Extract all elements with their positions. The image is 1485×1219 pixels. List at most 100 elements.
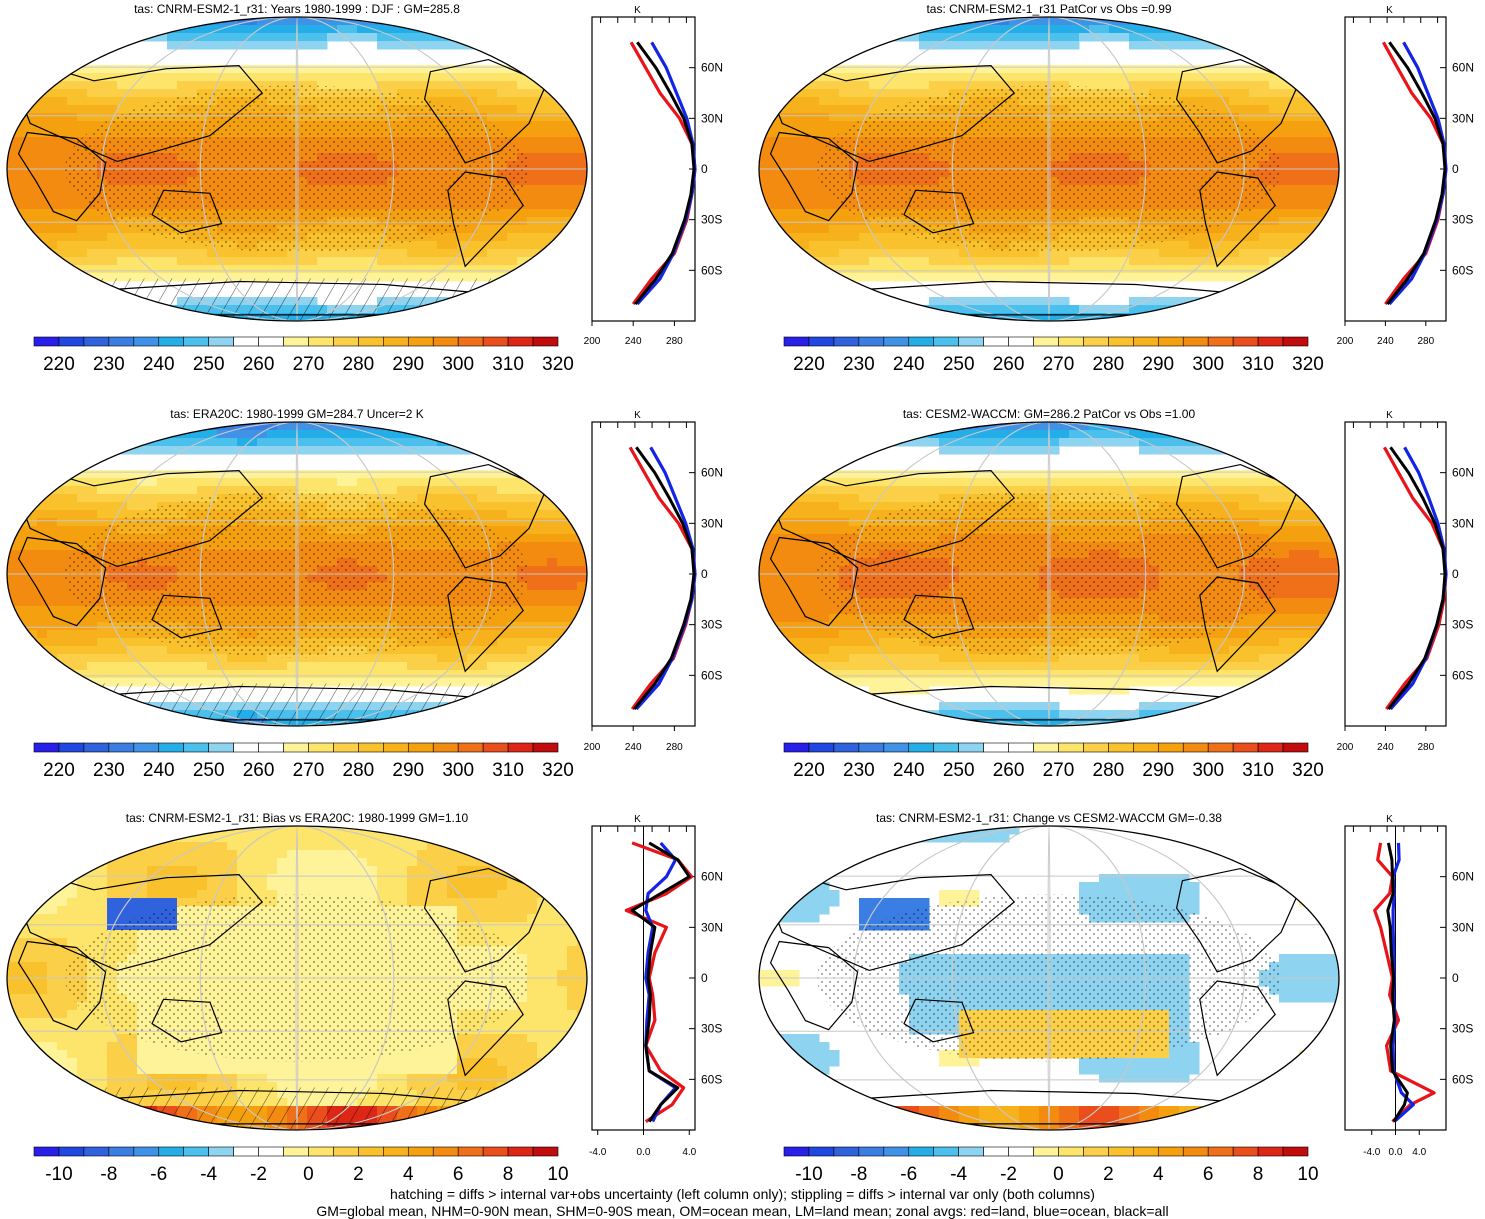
map-cell xyxy=(77,630,88,639)
map-cell xyxy=(37,161,48,170)
map-cell xyxy=(277,41,288,50)
map-cell xyxy=(537,121,548,130)
map-cell xyxy=(557,574,568,583)
map-cell xyxy=(207,438,218,447)
map-cell xyxy=(197,662,208,671)
map-cell xyxy=(829,97,840,106)
map-cell xyxy=(417,470,428,479)
map-cell xyxy=(557,161,568,170)
map-cell xyxy=(527,654,538,663)
colorbar-swatch xyxy=(408,337,433,346)
map-cell xyxy=(527,614,538,623)
map-cell xyxy=(567,598,578,607)
map-cell xyxy=(809,113,820,122)
map-cell xyxy=(107,502,118,511)
map-cell xyxy=(839,113,850,122)
map-cell xyxy=(87,217,98,226)
map-cell xyxy=(57,241,68,250)
map-cell xyxy=(507,81,518,90)
map-cell xyxy=(1269,81,1280,90)
x-tick-label: 200 xyxy=(584,336,601,347)
map-cell xyxy=(779,161,790,170)
map-cell xyxy=(1069,73,1080,82)
map-cell xyxy=(1189,265,1200,274)
map-cell xyxy=(1229,225,1240,234)
map-cell xyxy=(97,646,108,655)
lat-label: 0 xyxy=(1452,162,1459,176)
map-cell xyxy=(77,121,88,130)
map-cell xyxy=(1169,297,1180,306)
colorbar-swatch xyxy=(209,337,234,346)
map-cell xyxy=(47,193,58,202)
map-cell xyxy=(67,654,78,663)
map-cell xyxy=(507,486,518,495)
map-cell xyxy=(67,121,78,130)
colorbar-swatch xyxy=(184,337,209,346)
map-cell xyxy=(147,257,158,266)
map-cell xyxy=(979,297,990,306)
map-cell xyxy=(537,129,548,138)
map-cell xyxy=(47,590,58,599)
map-cell xyxy=(137,646,148,655)
map-cell xyxy=(909,273,920,282)
map-cell xyxy=(457,73,468,82)
map-cell xyxy=(387,478,398,487)
map-cell xyxy=(477,638,488,647)
map-cell xyxy=(799,233,810,242)
map-cell xyxy=(437,670,448,679)
map-cell xyxy=(387,446,398,455)
map-cell xyxy=(267,670,278,679)
map-cell xyxy=(277,430,288,439)
map-cell xyxy=(57,622,68,631)
map-cell xyxy=(297,257,308,266)
map-cell xyxy=(317,257,328,266)
map-cell xyxy=(537,550,548,559)
map-cell xyxy=(1259,241,1270,250)
map-cell xyxy=(207,670,218,679)
map-cell xyxy=(809,233,820,242)
map-cell xyxy=(177,654,188,663)
map-cell xyxy=(1289,153,1300,162)
map-cell xyxy=(497,257,508,266)
map-cell xyxy=(147,446,158,455)
map-cell xyxy=(1169,81,1180,90)
map-cell xyxy=(1219,233,1230,242)
map-cell xyxy=(1119,313,1130,322)
map-cell xyxy=(989,305,1000,314)
map-cell xyxy=(27,185,38,194)
map-cell xyxy=(1229,73,1240,82)
map-cell xyxy=(67,502,78,511)
map-cell xyxy=(839,89,850,98)
map-cell xyxy=(167,494,178,503)
map-cell xyxy=(527,97,538,106)
map-cell xyxy=(57,582,68,591)
map-cell xyxy=(929,265,940,274)
map-cell xyxy=(527,606,538,615)
map-cell xyxy=(769,169,780,178)
map-cell xyxy=(397,257,408,266)
map-cell xyxy=(557,193,568,202)
map-cell xyxy=(1199,249,1210,258)
map-cell xyxy=(57,153,68,162)
map-cell xyxy=(227,670,238,679)
colorbar-swatch xyxy=(433,337,458,346)
map-cell xyxy=(447,249,458,258)
map-cell xyxy=(377,662,388,671)
map-cell xyxy=(167,73,178,82)
map-cell xyxy=(517,670,528,679)
map-cell xyxy=(507,113,518,122)
map-cell xyxy=(507,638,518,647)
map-cell xyxy=(959,273,970,282)
map-cell xyxy=(447,502,458,511)
map-cell xyxy=(87,65,98,74)
map-cell xyxy=(287,430,298,439)
map-cell xyxy=(537,161,548,170)
map-cell xyxy=(87,662,98,671)
map-cell xyxy=(447,81,458,90)
map-cell xyxy=(1149,297,1160,306)
map-cell xyxy=(567,558,578,567)
map-cell xyxy=(107,65,118,74)
map-cell xyxy=(1109,73,1120,82)
map-cell xyxy=(337,265,348,274)
map-cell xyxy=(517,113,528,122)
